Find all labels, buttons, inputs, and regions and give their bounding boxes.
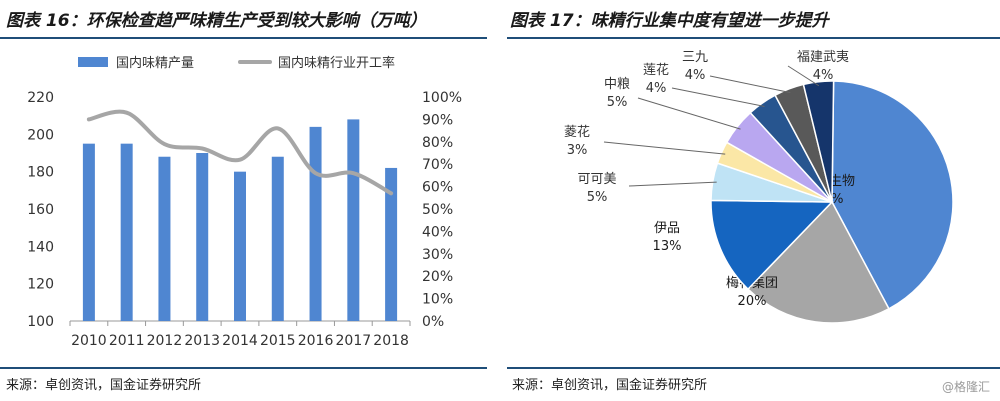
- leader-line-中粮: [637, 97, 741, 130]
- y2-tick-label: 40%: [422, 224, 453, 240]
- y-tick-label: 220: [27, 90, 54, 106]
- pie-value-梅花集团: 20%: [738, 294, 767, 309]
- y2-tick-label: 80%: [422, 135, 453, 151]
- leader-line-菱花: [603, 141, 726, 155]
- pie-value-福建武夷: 4%: [813, 68, 834, 83]
- pie-slice-梅花集团: [746, 200, 890, 324]
- leader-line-可可美: [628, 181, 717, 187]
- y2-tick-label: 30%: [422, 247, 453, 263]
- x-tick-label: 2014: [222, 333, 258, 349]
- bar-2010: [82, 143, 95, 321]
- left-chart-title: 图表 16：环保检查趋严味精生产受到较大影响（万吨）: [6, 11, 427, 31]
- y2-tick-label: 90%: [422, 112, 453, 128]
- y-tick-label: 120: [27, 277, 54, 293]
- pie-label-中粮: 中粮: [604, 77, 630, 92]
- x-tick-label: 2018: [373, 333, 409, 349]
- bar-2015: [271, 156, 284, 321]
- pie-value-可可美: 5%: [587, 190, 608, 205]
- y2-tick-label: 0%: [422, 314, 444, 330]
- pie-label-可可美: 可可美: [577, 172, 616, 187]
- y-tick-label: 200: [27, 127, 54, 143]
- left-bottom-rule: [0, 367, 487, 369]
- y2-tick-label: 100%: [422, 90, 462, 106]
- bar-2011: [120, 143, 133, 321]
- y2-tick-label: 70%: [422, 157, 453, 173]
- y2-tick-label: 10%: [422, 292, 453, 308]
- leader-line-三九: [709, 75, 791, 94]
- legend-bar-swatch: [78, 57, 108, 67]
- pie-value-莲花: 4%: [646, 81, 667, 96]
- bar-2012: [158, 156, 171, 321]
- x-tick-label: 2015: [260, 333, 296, 349]
- x-tick-label: 2017: [336, 333, 372, 349]
- left-title-rule: [0, 37, 487, 39]
- pie-value-伊品: 13%: [653, 239, 682, 254]
- x-tick-label: 2011: [109, 333, 145, 349]
- bar-2013: [196, 153, 209, 321]
- pie-value-三九: 4%: [685, 68, 706, 83]
- production-combo-chart: 国内味精产量 国内味精行业开工率 100 120 140 160 180 200 220 0% 10…: [27, 55, 462, 349]
- bar-2016: [309, 126, 322, 321]
- right-chart-title: 图表 17：味精行业集中度有望进一步提升: [510, 11, 829, 31]
- x-tick-label: 2016: [298, 333, 334, 349]
- x-tick-label: 2012: [147, 333, 183, 349]
- legend-line-label: 国内味精行业开工率: [278, 55, 395, 71]
- pie-label-莲花: 莲花: [643, 62, 669, 78]
- right-title-rule: [507, 37, 1000, 39]
- pie-slice-伊品: [710, 199, 834, 291]
- right-bottom-rule: [507, 367, 1000, 369]
- left-source-note: 来源：卓创资讯，国金证券研究所: [6, 378, 202, 393]
- pie-slice-福建武夷: [802, 80, 835, 203]
- pie-value-中粮: 5%: [607, 95, 628, 110]
- x-tick-label: 2013: [184, 333, 220, 349]
- pie-label-伊品: 伊品: [654, 221, 680, 236]
- y2-tick-label: 20%: [422, 269, 453, 285]
- y2-tick-label: 50%: [422, 202, 453, 218]
- pie-label-菱花: 菱花: [564, 124, 590, 140]
- y-tick-label: 180: [27, 165, 54, 181]
- bar-2018: [385, 167, 398, 321]
- x-tick-label: 2010: [71, 333, 107, 349]
- leader-line-莲花: [671, 87, 765, 107]
- y-tick-label: 100: [27, 314, 54, 330]
- pie-label-三九: 三九: [682, 50, 708, 65]
- legend-bar-label: 国内味精产量: [116, 55, 194, 71]
- y-tick-label: 160: [27, 202, 54, 218]
- y-tick-label: 140: [27, 239, 54, 255]
- concentration-pie-chart: 阜丰生物42%梅花集团20%伊品13%可可美5%菱花3%中粮5%莲花4%三九4%…: [564, 49, 954, 324]
- bar-2017: [347, 119, 360, 322]
- bar-2014: [234, 171, 246, 321]
- pie-value-菱花: 3%: [567, 143, 588, 158]
- watermark: @格隆汇: [941, 380, 990, 394]
- right-source-note: 来源：卓创资讯，国金证券研究所: [512, 378, 708, 393]
- y2-tick-label: 60%: [422, 180, 453, 196]
- pie-label-福建武夷: 福建武夷: [797, 49, 849, 65]
- pie-slice-阜丰生物: [831, 80, 954, 310]
- leader-line-福建武夷: [787, 65, 820, 87]
